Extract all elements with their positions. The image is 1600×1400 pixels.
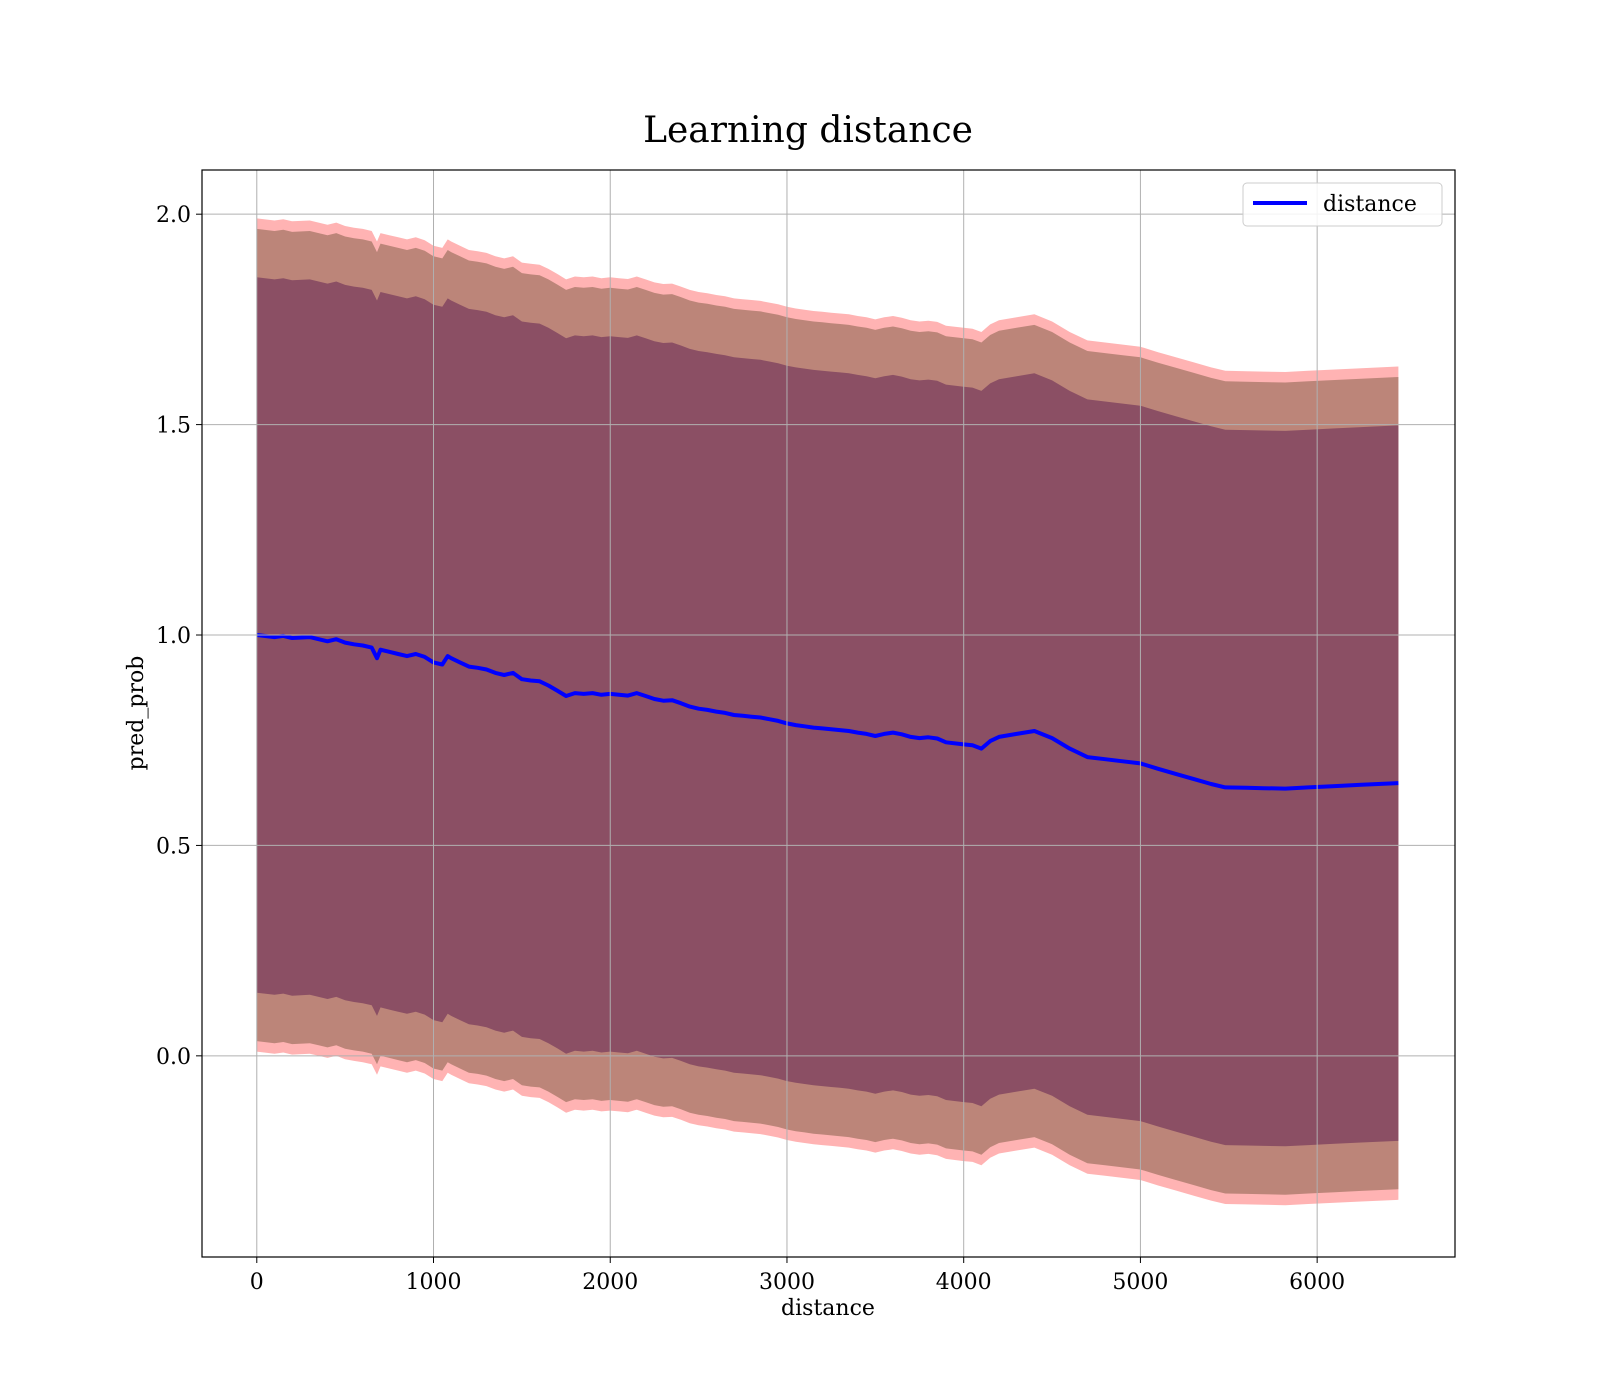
x-tick-label: 3000 — [759, 1270, 815, 1295]
plot-area — [256, 218, 1399, 1206]
legend-box — [1242, 182, 1443, 227]
x-tick-label: 2000 — [582, 1270, 638, 1295]
y-tick-label: 0.0 — [156, 1045, 191, 1070]
y-axis-label: pred_prob — [124, 656, 149, 771]
axes-frame — [201, 169, 1456, 1258]
y-tick-label: 2.0 — [156, 203, 191, 228]
chart-title: Learning distance — [643, 110, 973, 151]
legend-entry-distance: distance — [1323, 192, 1417, 217]
series-line-distance — [256, 633, 1399, 791]
gridlines — [202, 170, 1455, 1257]
y-tick-label: 1.0 — [156, 624, 191, 649]
confidence-band-1sigma — [256, 277, 1399, 1147]
legend: distance — [1242, 182, 1443, 227]
x-axis-label: distance — [781, 1296, 875, 1321]
y-tick-label: 0.5 — [156, 834, 191, 859]
x-tick-label: 1000 — [406, 1270, 462, 1295]
x-tick-label: 5000 — [1112, 1270, 1168, 1295]
x-tick-label: 6000 — [1289, 1270, 1345, 1295]
x-tick-label: 0 — [250, 1270, 264, 1295]
x-tick-label: 4000 — [936, 1270, 992, 1295]
ticks: 0 1000 2000 3000 4000 5000 6000 0.0 0.5 1.0 1.5 2.0 — [156, 203, 1345, 1295]
y-tick-label: 1.5 — [156, 414, 191, 439]
